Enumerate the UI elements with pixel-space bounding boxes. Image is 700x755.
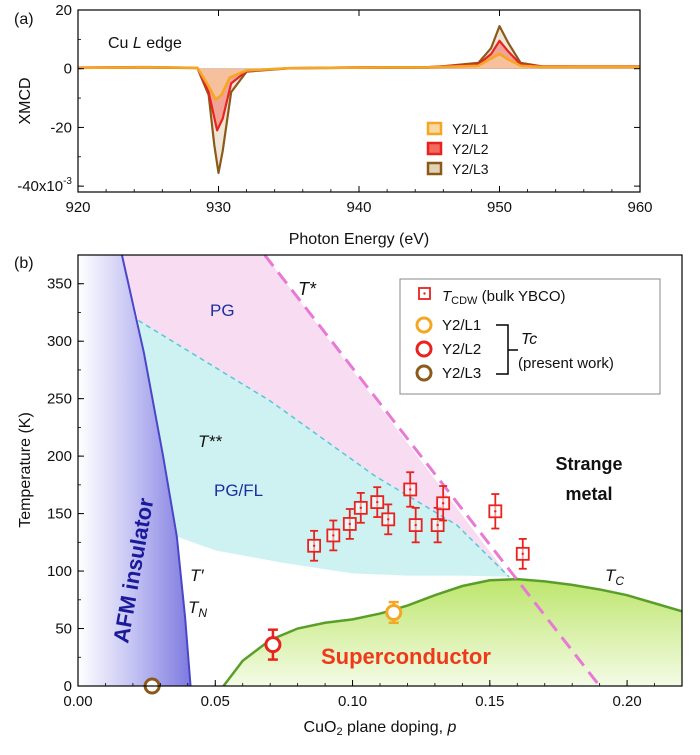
tcdw-point-dot [348,522,351,526]
panel-a-legend: Y2/L1 Y2/L2 Y2/L3 [426,121,489,177]
panel-a-label: (a) [14,11,34,28]
panel-a-y-axis-label: XMCD [17,77,34,124]
tcdw-point-dot [376,500,379,504]
label-strange: Strange [555,454,622,474]
tcdw-point-dot [409,488,412,491]
legend-swatch-y2-l1 [426,121,443,136]
panel-b-y-axis-label: Temperature (K) [17,412,34,528]
label-t-prime: T′ [190,566,204,585]
t-star-star-line [138,319,510,578]
panel-b-legend: TCDW (bulk YBCO) Y2/L1 Y2/L2 Y2/L3 Tc (p… [399,278,661,395]
panel-a-x-tick-label: 930 [206,199,231,216]
tcdw-point-dot [494,510,497,513]
label-t-c: TC [605,566,624,588]
panel-a-x-tick-label: 960 [627,199,652,216]
tcdw-point-dot [387,518,390,521]
panel-b-y-tick-label: 250 [47,391,72,408]
tcdw-point-dot [521,552,524,556]
tc-point-y2-l2 [264,636,282,654]
legend-present-work: (present work) [518,355,614,372]
panel-b-y-ticks: 0 50 100 150 200 250 300 350 [47,254,84,695]
panel-a-y-tick-label: 0 [64,61,72,78]
label-t-star: T* [298,279,317,299]
legend-y2l1-label: Y2/L1 [442,317,481,334]
panel-a-x-tick-label: 950 [487,199,512,216]
region-afm [78,255,191,686]
panel-a-x-tick-label: 940 [346,199,371,216]
legend-tc-marker-y2-l3 [415,364,433,382]
label-pg: PG [210,301,235,320]
tcdw-point-dot [441,502,445,505]
panel-a-x-axis-label: Photon Energy (eV) [289,231,430,248]
panel-a-y-tick-label: -20 [50,119,72,136]
panel-b-y-tick-label: 50 [55,621,72,638]
panel-a-y-tick-label: -40x10-3 [17,176,72,195]
legend-tc-label: Tc [521,331,537,348]
label-t-n: TN [188,598,207,620]
legend-label-y2-l1: Y2/L1 [452,121,489,137]
label-superconductor: Superconductor [321,644,491,669]
legend-y2l3-label: Y2/L3 [442,365,481,382]
series-line-y2-l1 [77,52,640,101]
legend-tc-marker-y2-l1 [415,316,433,334]
panel-b-x-axis-label: CuO2 plane doping, p [304,719,457,738]
afm-boundary-line [120,255,192,686]
legend-tc-marker-y2-l2 [415,340,433,358]
legend-tcdw-label: TCDW (bulk YBCO) [442,288,566,307]
tcdw-point-dot [312,544,316,547]
tcdw-point-dot [332,534,335,537]
panel-a-x-tick-label: 920 [65,199,90,216]
series-line-y2-l2 [77,39,640,132]
panel-b-y-tick-label: 350 [47,276,72,293]
tc-point-y2-l1 [385,603,403,621]
panel-a-y-ticks: 20 0 -20 -40x10-3 [17,2,640,195]
panel-b-y-tick-label: 0 [64,678,72,695]
panel-b-x-ticks: 0.00 0.05 0.10 0.15 0.20 [63,680,683,710]
region-superconductor [223,579,682,686]
panel-b-y-tick-label: 200 [47,448,72,465]
panel-b-x-tick-label: 0.15 [475,693,504,710]
panel-a-y-tick-label: 20 [55,2,72,19]
t-star-line [263,255,601,686]
tcdw-point-dot [359,506,362,510]
panel-b-x-tick-label: 0.00 [63,693,92,710]
tcdw-point-dot [414,523,417,527]
panel-a-annotation: Cu L edge [108,35,182,52]
legend-bracket [496,324,518,375]
legend-swatch-y2-l2 [426,141,443,156]
tc-dome-line [222,577,682,686]
panel-b-x-tick-label: 0.10 [338,693,367,710]
panel-b-x-tick-label: 0.05 [201,693,230,710]
panel-b-label: (b) [14,255,34,272]
panel-b-y-tick-label: 300 [47,333,72,350]
series-fill-y2-l1 [78,54,640,100]
panel-a-xmcd-chart: (a) 920 930 940 950 960 20 0 -20 -40x10-3 Cu L … [14,2,653,248]
legend-tcdw-marker-dot [423,292,426,295]
label-t-star-star: T** [198,432,223,451]
panel-b-y-tick-label: 150 [47,506,72,523]
panel-b-data-marks [143,471,530,695]
tcdw-point-dot [436,523,439,527]
panel-a-plot-area [77,25,641,175]
legend-swatch-y2-l3 [426,161,443,176]
label-metal: metal [565,484,612,504]
legend-markers [415,287,433,382]
series-fill-y2-l2 [78,40,640,131]
panel-b-x-tick-label: 0.20 [612,693,641,710]
panel-b-y-tick-label: 100 [47,563,72,580]
panel-a-x-ticks: 920 930 940 950 960 [65,10,653,216]
legend-y2l2-label: Y2/L2 [442,341,481,358]
legend-box [399,278,661,395]
legend-label-y2-l2: Y2/L2 [452,141,489,157]
label-pg-fl: PG/FL [214,481,263,500]
panel-b-phase-diagram: (b) 0.00 0.05 0.10 0.15 0.20 0 50 100 150 200 250… [14,254,683,738]
legend-label-y2-l3: Y2/L3 [452,161,489,177]
